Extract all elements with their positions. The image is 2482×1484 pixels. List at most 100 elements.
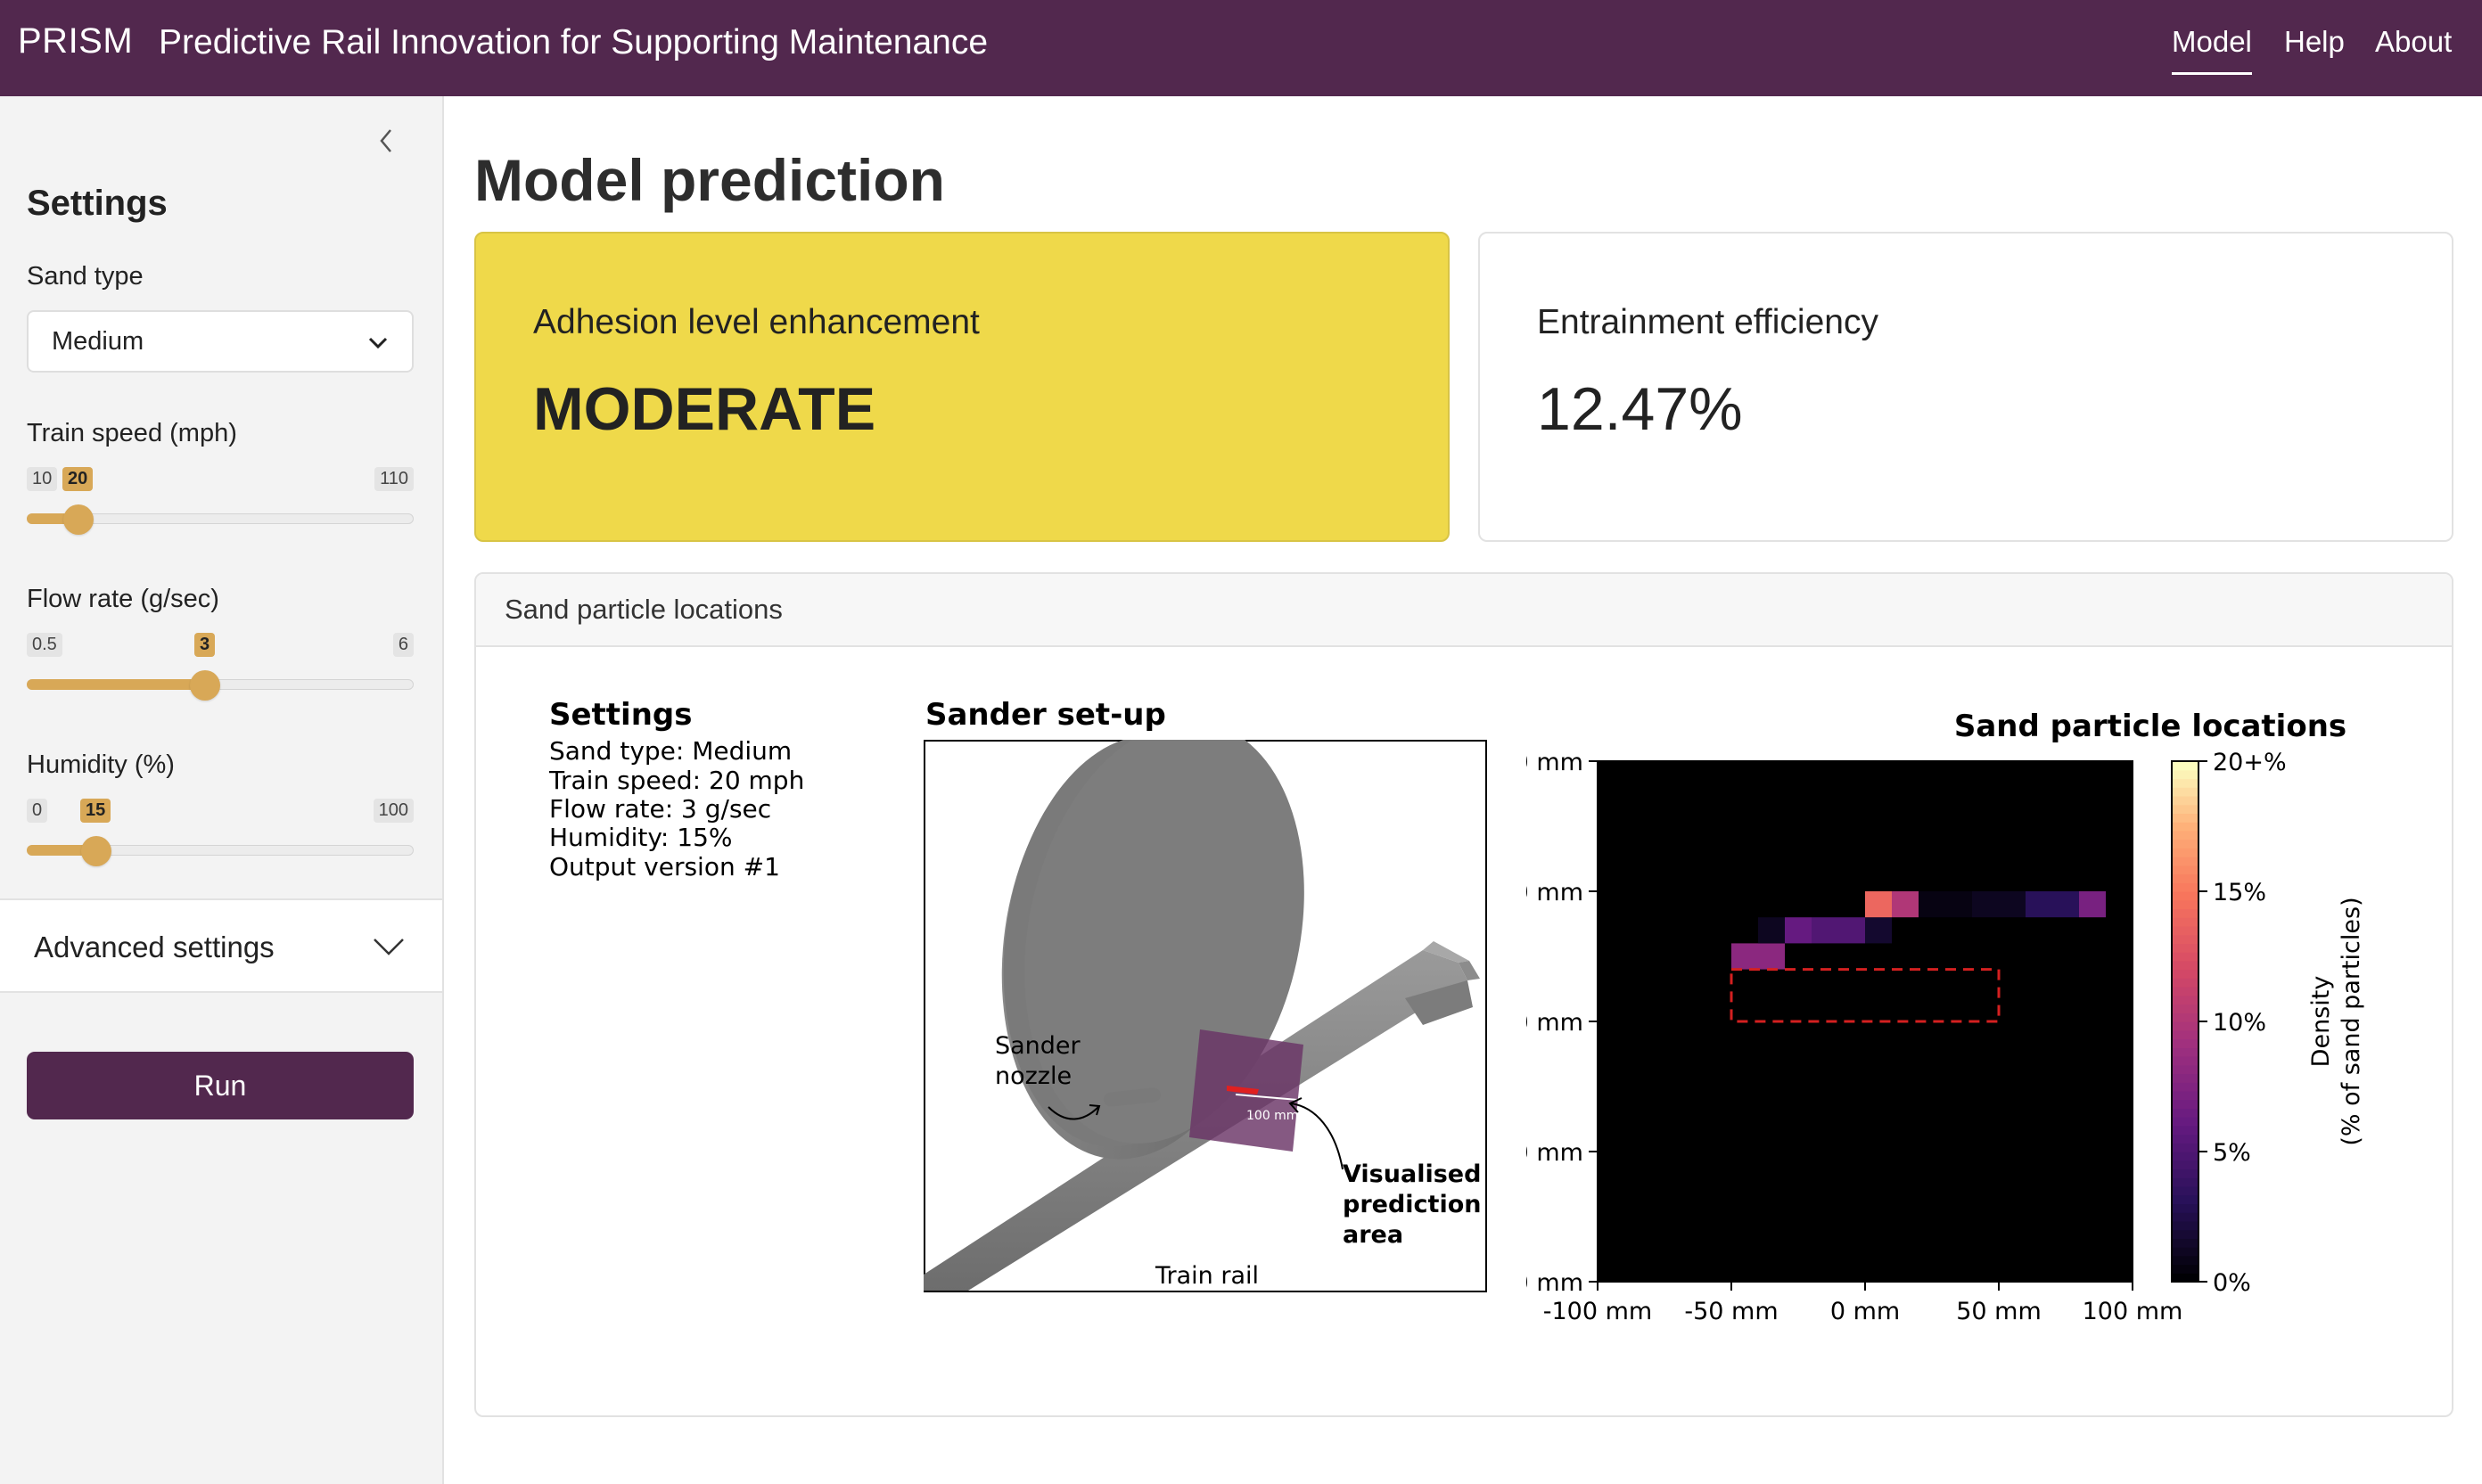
colorbar-segment [2172, 857, 2198, 866]
train-speed-thumb[interactable] [63, 504, 94, 535]
chevron-down-icon [374, 939, 404, 955]
heatmap-cell [1972, 891, 1999, 918]
heatmap-cell [1945, 891, 1972, 918]
heatmap-cell [1919, 891, 1945, 918]
adhesion-card: Adhesion level enhancement MODERATE [474, 232, 1450, 542]
colorbar-segment [2172, 1160, 2198, 1170]
entrainment-value: 12.47% [1537, 375, 1743, 443]
colorbar-segment [2172, 1029, 2198, 1040]
colorbar-segment [2172, 1021, 2198, 1031]
heatmap-cell [2052, 891, 2079, 918]
sand-locations-panel: Sand particle locations Settings Sand ty… [474, 572, 2453, 1417]
colorbar-segment [2172, 1055, 2198, 1066]
heatmap-title: Sand particle locations [1954, 709, 2346, 744]
colorbar-segment [2172, 795, 2198, 806]
heatmap-cell [2079, 891, 2106, 918]
colorbar-segment [2172, 769, 2198, 780]
colorbar-label: (% of sand particles) [2338, 897, 2365, 1145]
y-tick-label: 100 mm [1526, 749, 1583, 776]
nav-link-help[interactable]: Help [2284, 25, 2345, 58]
colorbar-segment [2172, 1125, 2198, 1136]
colorbar-segment [2172, 787, 2198, 797]
settings-line: Flow rate: 3 g/sec [549, 794, 772, 824]
colorbar-segment [2172, 1143, 2198, 1152]
colorbar-tick-label: 0% [2213, 1269, 2251, 1297]
top-navbar: PRISM Predictive Rail Innovation for Sup… [0, 0, 2482, 96]
settings-line: Output version #1 [549, 852, 780, 881]
sand-type-select[interactable]: Medium [27, 310, 414, 373]
colorbar-segment [2172, 1004, 2198, 1013]
flow-rate-max: 6 [392, 633, 414, 657]
colorbar-segment [2172, 1108, 2198, 1118]
sand-type-value: Medium [52, 327, 144, 356]
train-speed-slider[interactable]: 10 20 110 [27, 467, 414, 556]
figure-settings-heading: Settings [549, 697, 693, 733]
collapse-sidebar-button[interactable] [373, 123, 401, 159]
humidity-slider[interactable]: 0 15 100 [27, 799, 414, 888]
heatmap-cell [1892, 891, 1919, 918]
x-tick-label: 50 mm [1956, 1298, 2042, 1325]
humidity-label: Humidity (%) [27, 750, 175, 779]
colorbar-segment [2172, 1064, 2198, 1074]
colorbar-segment [2172, 1177, 2198, 1187]
nozzle-shape [1104, 1087, 1161, 1107]
colorbar-segment [2172, 873, 2198, 883]
nav-link-about[interactable]: About [2375, 25, 2453, 58]
colorbar-segment [2172, 1229, 2198, 1239]
sand-type-label: Sand type [27, 262, 144, 291]
train-speed-max: 110 [374, 467, 414, 491]
advanced-settings-toggle[interactable]: Advanced settings [0, 898, 442, 993]
flow-rate-thumb[interactable] [190, 670, 220, 701]
train-rail-label: Train rail [1155, 1262, 1259, 1290]
y-tick-label: 0 mm [1526, 1009, 1583, 1037]
adhesion-value: MODERATE [533, 375, 876, 443]
x-tick-label: 0 mm [1830, 1298, 1900, 1325]
colorbar-segment [2172, 848, 2198, 857]
chevron-left-icon [380, 129, 391, 152]
flow-rate-min: 0.5 [27, 633, 62, 657]
humidity-thumb[interactable] [81, 836, 111, 866]
run-button[interactable]: Run [27, 1052, 414, 1119]
x-tick-label: -100 mm [1543, 1298, 1652, 1325]
nav-link-model[interactable]: Model [2172, 25, 2252, 75]
prediction-area-outline [1730, 968, 2001, 1023]
area-label: area [1343, 1221, 1403, 1249]
train-speed-min: 10 [27, 467, 58, 491]
colorbar-tick-label: 15% [2213, 879, 2266, 906]
advanced-settings-label: Advanced settings [34, 931, 275, 963]
colorbar-segment [2172, 899, 2198, 910]
prediction-label: prediction [1343, 1191, 1481, 1218]
flow-rate-slider[interactable]: 0.5 3 6 [27, 633, 414, 722]
heatmap-cell [1758, 917, 1785, 944]
colorbar-segment [2172, 839, 2198, 849]
prediction-figure: Settings Sand type: Medium Train speed: … [476, 647, 2452, 1415]
colorbar-segment [2172, 891, 2198, 901]
y-tick-label: 50 mm [1526, 879, 1583, 906]
heatmap-cell [1812, 917, 1838, 944]
colorbar-segment [2172, 1238, 2198, 1248]
colorbar-segment [2172, 1185, 2198, 1196]
heatmap-cell [1865, 917, 1892, 944]
settings-line: Humidity: 15% [549, 823, 733, 852]
colorbar-segment [2172, 1099, 2198, 1109]
x-tick-label: 100 mm [2083, 1298, 2183, 1325]
colorbar-segment [2172, 1273, 2198, 1283]
colorbar-tick-label: 5% [2213, 1139, 2251, 1167]
colorbar-segment [2172, 813, 2198, 823]
heatmap-cell [1731, 943, 1758, 970]
humidity-min: 0 [27, 799, 48, 823]
humidity-value: 15 [80, 799, 111, 823]
train-speed-value: 20 [62, 467, 94, 491]
y-tick-label: -100 mm [1526, 1269, 1583, 1297]
colorbar-segment [2172, 1073, 2198, 1083]
visualised-label: Visualised [1343, 1160, 1481, 1188]
colorbar-segment [2172, 1255, 2198, 1266]
colorbar-segment [2172, 960, 2198, 971]
y-tick-label: -50 mm [1526, 1139, 1583, 1167]
colorbar-segment [2172, 1203, 2198, 1213]
app-title: Predictive Rail Innovation for Supportin… [159, 23, 989, 61]
colorbar-segment [2172, 917, 2198, 927]
colorbar-segment [2172, 1212, 2198, 1222]
brand-logo[interactable]: PRISM [18, 21, 134, 61]
entrainment-title: Entrainment efficiency [1537, 303, 1878, 341]
